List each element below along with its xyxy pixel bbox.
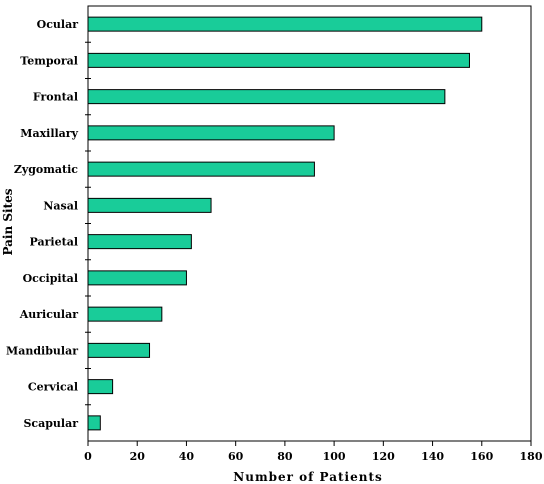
y-tick-label-cervical: Cervical xyxy=(28,381,78,394)
bar-maxillary xyxy=(87,125,335,141)
x-tick-label: 60 xyxy=(228,450,244,463)
bar-temporal xyxy=(87,52,470,68)
y-tick-label-parietal: Parietal xyxy=(30,236,78,249)
x-tick-label: 160 xyxy=(470,450,493,463)
x-tick-label: 80 xyxy=(277,450,293,463)
bar-auricular xyxy=(87,306,163,322)
axes-group xyxy=(85,5,532,446)
y-tick-label-nasal: Nasal xyxy=(43,199,78,212)
bar-nasal xyxy=(87,197,212,213)
bar-mandibular xyxy=(87,342,151,358)
y-axis-title: Pain Sites xyxy=(1,188,15,255)
y-tick-label-scapular: Scapular xyxy=(23,417,78,430)
bar-frontal xyxy=(87,89,446,105)
x-tick-label: 20 xyxy=(130,450,146,463)
bars-group xyxy=(87,16,483,431)
y-tick-label-mandibular: Mandibular xyxy=(6,344,78,357)
bar-ocular xyxy=(87,16,483,32)
bar-occipital xyxy=(87,270,187,286)
x-tick-label: 40 xyxy=(179,450,195,463)
y-tick-label-frontal: Frontal xyxy=(33,91,78,104)
plot-frame xyxy=(87,5,532,442)
bar-cervical xyxy=(87,379,114,395)
y-tick-label-temporal: Temporal xyxy=(20,54,78,67)
x-tick-labels: 0 20 40 60 80 100 120 140 160 180 xyxy=(84,450,543,463)
x-tick-label: 120 xyxy=(372,450,395,463)
x-tick-label: 140 xyxy=(421,450,444,463)
y-tick-label-ocular: Ocular xyxy=(37,18,79,31)
y-tick-label-occipital: Occipital xyxy=(23,272,78,285)
x-tick-label: 0 xyxy=(84,450,92,463)
x-tick-label: 180 xyxy=(520,450,543,463)
x-tick-label: 100 xyxy=(323,450,346,463)
bar-scapular xyxy=(87,415,101,431)
y-tick-labels: Ocular Temporal Frontal Maxillary Zygomatic N… xyxy=(6,18,79,430)
y-tick-label-auricular: Auricular xyxy=(19,308,79,321)
y-tick-label-maxillary: Maxillary xyxy=(20,127,78,140)
y-tick-label-zygomatic: Zygomatic xyxy=(14,163,78,176)
bar-zygomatic xyxy=(87,161,315,177)
bar-parietal xyxy=(87,234,192,250)
x-axis-title: Number of Patients xyxy=(233,470,383,484)
